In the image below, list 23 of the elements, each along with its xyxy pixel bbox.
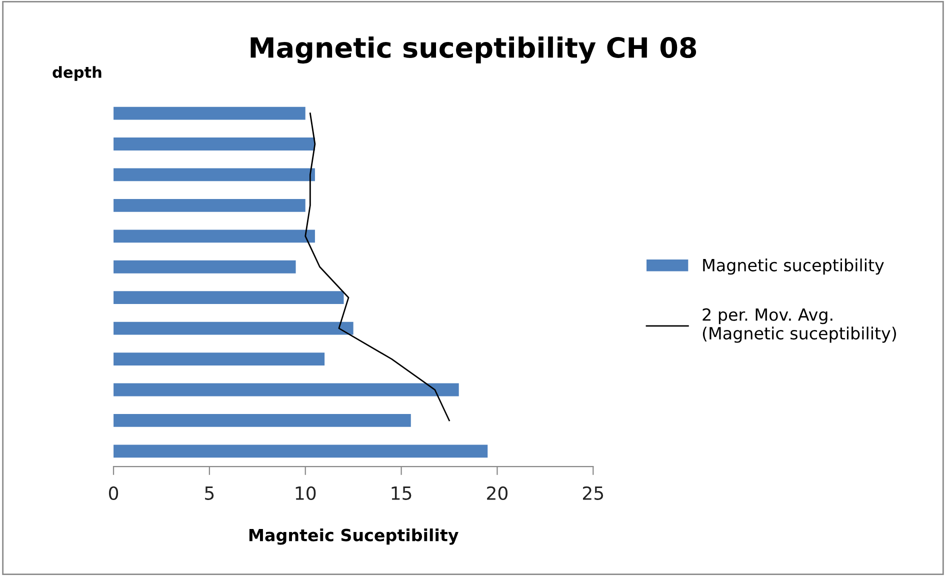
legend-label: 2 per. Mov. Avg. (Magnetic suceptibility) (702, 308, 896, 343)
legend-label: Magnetic suceptibility (703, 258, 884, 275)
bar (114, 168, 315, 182)
bar (114, 260, 296, 274)
bar (114, 230, 315, 243)
bar (114, 352, 325, 366)
x-tick-label: 25 (582, 486, 604, 500)
x-tick-label: 10 (296, 486, 316, 500)
bar (114, 322, 354, 335)
bar (114, 414, 411, 427)
bar (114, 383, 459, 396)
y-axis-title: depth (52, 66, 102, 81)
x-tick-label: 5 (205, 486, 214, 500)
bar (114, 198, 306, 212)
chart-title: Magnetic suceptibility CH 08 (250, 36, 696, 64)
x-tick-label: 20 (487, 486, 508, 500)
x-axis-title: Magnteic Suceptibility (249, 528, 458, 545)
bar (114, 106, 306, 120)
x-tick-label: 0 (108, 486, 118, 500)
x-tick-label: 15 (392, 486, 412, 500)
bar (114, 138, 315, 150)
bar (114, 291, 344, 304)
bar (114, 444, 488, 458)
